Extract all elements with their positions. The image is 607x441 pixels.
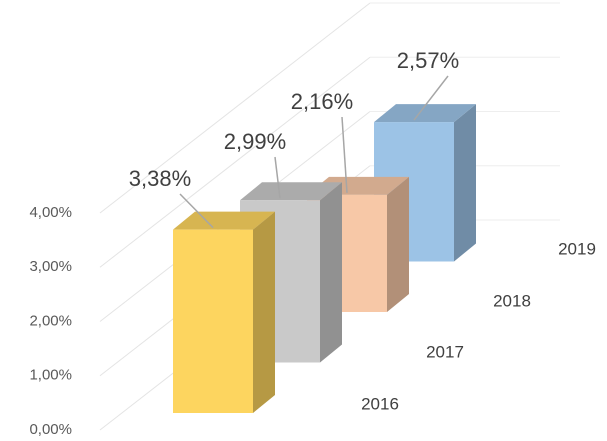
grid-line (99, 2, 371, 214)
leader-line (274, 156, 281, 199)
bar (173, 211, 275, 413)
bar-side (253, 211, 275, 413)
leader-line (179, 193, 214, 229)
x-tick-label: 2018 (493, 291, 531, 310)
y-tick-label: 2,00% (29, 312, 72, 329)
grid-line (99, 56, 371, 268)
leader-line (341, 116, 348, 193)
x-tick-label: 2016 (361, 394, 399, 413)
bar-top (374, 104, 476, 123)
bar-side (320, 182, 342, 363)
value-label: 2,16% (291, 89, 353, 114)
x-tick-label: 2017 (426, 342, 464, 361)
value-label: 2,57% (397, 48, 459, 73)
value-label: 3,38% (129, 166, 191, 191)
value-label: 2,99% (224, 129, 286, 154)
y-tick-label: 4,00% (29, 204, 72, 221)
bar-top (173, 211, 275, 230)
x-tick-label: 2019 (558, 239, 596, 258)
bar-front (173, 229, 253, 413)
bar-side (454, 104, 476, 262)
y-tick-label: 1,00% (29, 367, 72, 384)
bar-side (387, 176, 409, 312)
y-tick-label: 3,00% (29, 258, 72, 275)
leader-line (413, 75, 449, 121)
y-tick-label: 0,00% (29, 421, 72, 438)
bar-top (240, 182, 342, 201)
